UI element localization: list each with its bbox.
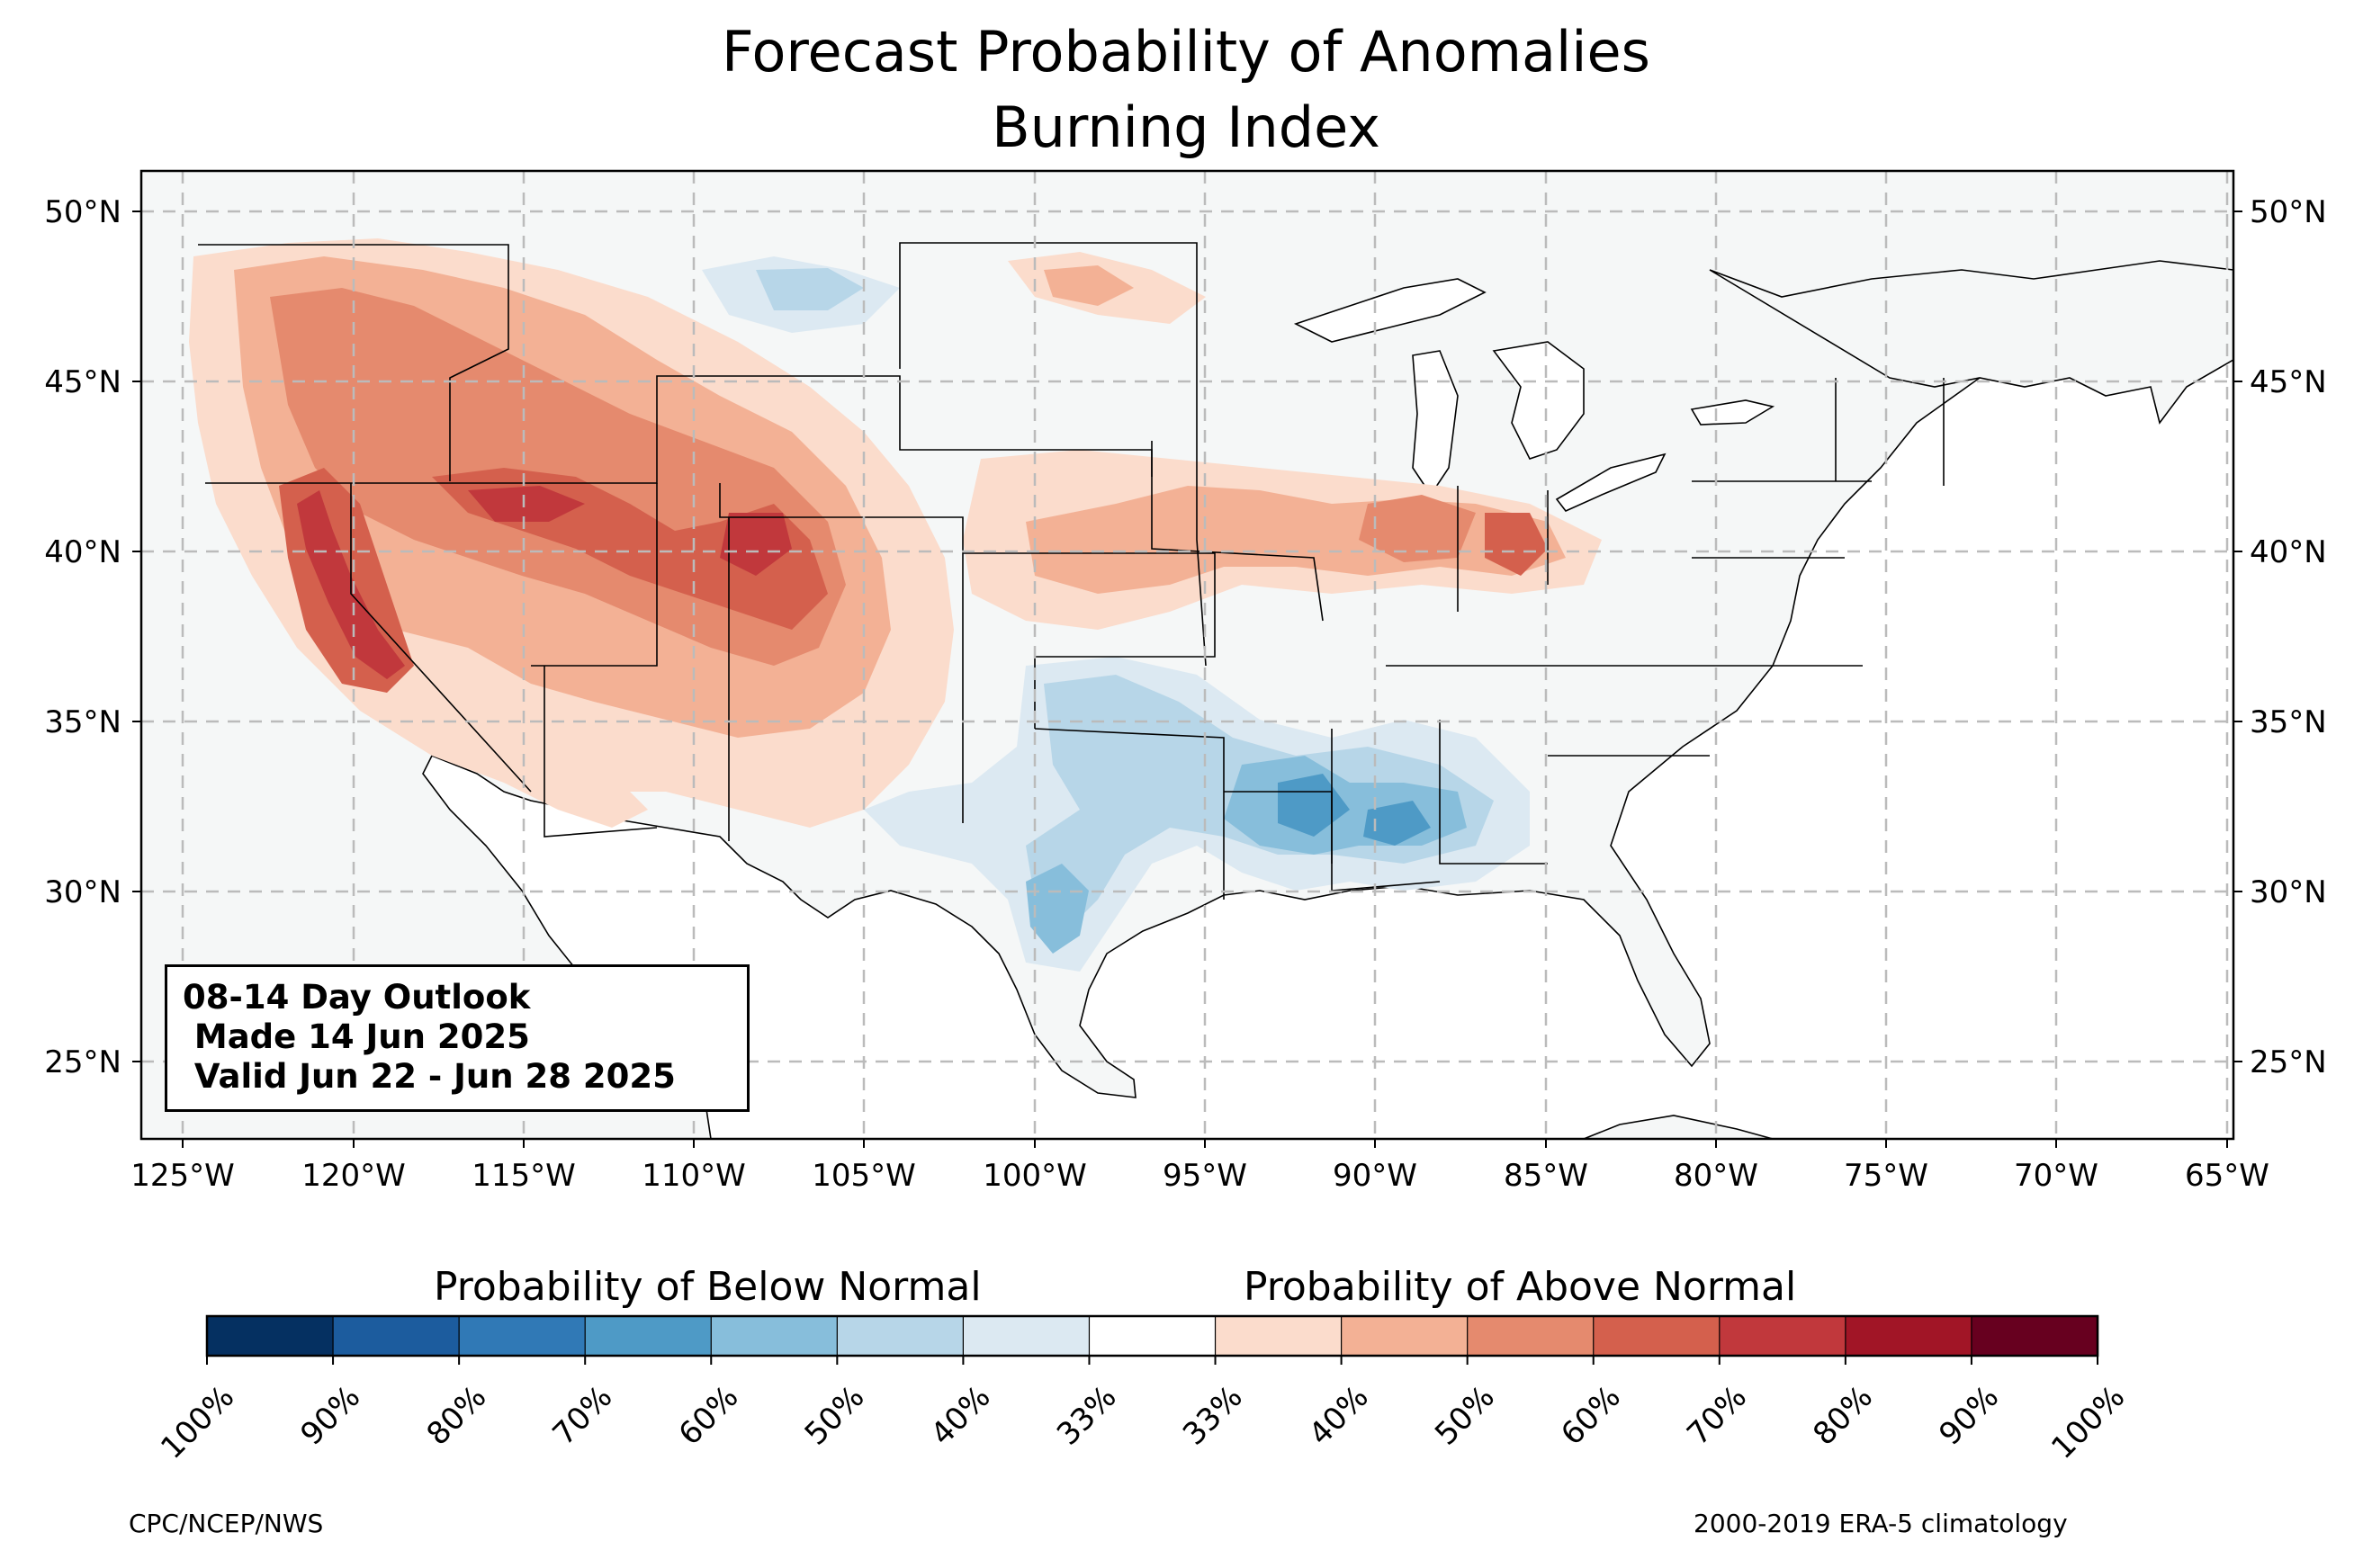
lon-label: 70°W <box>2014 1158 2098 1194</box>
map-frame <box>139 169 2235 1141</box>
lon-label: 100°W <box>983 1158 1087 1194</box>
lon-label: 95°W <box>1163 1158 1247 1194</box>
colorbar-tick-label: 40% <box>924 1379 998 1453</box>
colorbar-tick-label: 80% <box>420 1379 494 1453</box>
colorbar-tick-label: 100% <box>2044 1379 2132 1466</box>
colorbar-swatch <box>1719 1315 1846 1357</box>
colorbar <box>206 1315 2099 1357</box>
colorbar-tick-label: 70% <box>546 1379 620 1453</box>
lon-label: 105°W <box>812 1158 916 1194</box>
colorbar-tick-label: 100% <box>154 1379 241 1466</box>
lon-label: 80°W <box>1674 1158 1758 1194</box>
above-normal-shading <box>189 238 1602 828</box>
colorbar-swatch <box>1971 1315 2099 1357</box>
map-layers <box>141 171 2233 1139</box>
colorbar-swatch <box>584 1315 713 1357</box>
lon-label: 125°W <box>130 1158 235 1194</box>
lat-label-right: 25°N <box>2250 1044 2327 1080</box>
climatology-note: 2000-2019 ERA-5 climatology <box>1694 1509 2068 1538</box>
colorbar-tick-label: 90% <box>1932 1379 2006 1453</box>
chart-subtitle: Burning Index <box>992 94 1380 160</box>
lon-label: 85°W <box>1504 1158 1588 1194</box>
lat-label-left: 35°N <box>44 704 121 740</box>
colorbar-tick-label: 33% <box>1176 1379 1250 1453</box>
colorbar-swatch <box>1593 1315 1721 1357</box>
lat-label-right: 35°N <box>2250 704 2327 740</box>
colorbar-tick-label: 70% <box>1680 1379 1754 1453</box>
outlook-valid-dates: Valid Jun 22 - Jun 28 2025 <box>183 1057 676 1096</box>
lon-label: 120°W <box>301 1158 406 1194</box>
lake-erie <box>1555 452 1667 512</box>
lat-label-left: 30°N <box>44 874 121 910</box>
colorbar-tick-label: 50% <box>798 1379 872 1453</box>
lat-label-left: 40°N <box>44 534 121 570</box>
lat-axis-left: 50°N 45°N 40°N 35°N 30°N 25°N <box>44 194 141 1080</box>
lon-label: 75°W <box>1844 1158 1928 1194</box>
colorbar-swatch <box>1467 1315 1595 1357</box>
lat-label-right: 50°N <box>2250 194 2327 230</box>
colorbar-swatch <box>332 1315 461 1357</box>
colorbar-swatch <box>710 1315 839 1357</box>
colorbar-swatch <box>1845 1315 1973 1357</box>
lat-label-left: 45°N <box>44 364 121 400</box>
below-normal-shading <box>702 256 1530 972</box>
colorbar-swatch <box>836 1315 965 1357</box>
outlook-period: 08-14 Day Outlook <box>183 978 531 1017</box>
lon-label: 115°W <box>472 1158 576 1194</box>
source-credit: CPC/NCEP/NWS <box>129 1509 324 1538</box>
colorbar-tick-label: 40% <box>1302 1379 1376 1453</box>
lat-label-left: 25°N <box>44 1044 121 1080</box>
colorbar-tick-label: 50% <box>1428 1379 1502 1453</box>
colorbar-frame <box>205 1314 2099 1357</box>
lake-huron <box>1492 341 1585 460</box>
colorbar-tick-label: 80% <box>1806 1379 1880 1453</box>
lon-label: 65°W <box>2185 1158 2269 1194</box>
lon-label: 90°W <box>1333 1158 1417 1194</box>
lat-label-right: 40°N <box>2250 534 2327 570</box>
lake-superior <box>1293 278 1487 343</box>
colorbar-swatch <box>1214 1315 1343 1357</box>
lon-axis: 125°W 120°W 115°W 110°W 105°W 100°W 95°W… <box>130 1139 2269 1194</box>
outlook-made-date: Made 14 Jun 2025 <box>183 1017 530 1056</box>
colorbar-ticks: 100% 90% 80% 70% 60% 50% 40% 33% 33% 40% 50% 60% 70%… <box>154 1356 2132 1466</box>
colorbar-swatch <box>1088 1315 1217 1357</box>
above-normal-label: Probability of Above Normal <box>1244 1264 1797 1310</box>
colorbar-swatch <box>962 1315 1091 1357</box>
lat-label-left: 50°N <box>44 194 121 230</box>
land-canada-east <box>1709 260 2233 425</box>
lat-label-right: 45°N <box>2250 364 2327 400</box>
below-normal-label: Probability of Below Normal <box>434 1264 982 1310</box>
colorbar-swatch <box>206 1315 335 1357</box>
colorbar-tick-label: 60% <box>1554 1379 1628 1453</box>
lon-label: 110°W <box>642 1158 746 1194</box>
colorbar-tick-label: 60% <box>672 1379 746 1453</box>
lake-michigan <box>1412 350 1459 497</box>
state-borders <box>198 242 1945 900</box>
land-bahamas-cuba <box>1583 1115 1774 1139</box>
colorbar-tick-label: 90% <box>294 1379 368 1453</box>
lake-ontario <box>1690 399 1775 426</box>
colorbar-tick-label: 33% <box>1050 1379 1124 1453</box>
colorbar-swatch <box>1340 1315 1469 1357</box>
chart-title: Forecast Probability of Anomalies <box>722 19 1650 85</box>
outlook-box: 08-14 Day Outlook Made 14 Jun 2025 Valid… <box>165 964 750 1112</box>
lat-label-right: 30°N <box>2250 874 2327 910</box>
lat-axis-right: 50°N 45°N 40°N 35°N 30°N 25°N <box>2233 194 2327 1080</box>
colorbar-swatch <box>458 1315 587 1357</box>
